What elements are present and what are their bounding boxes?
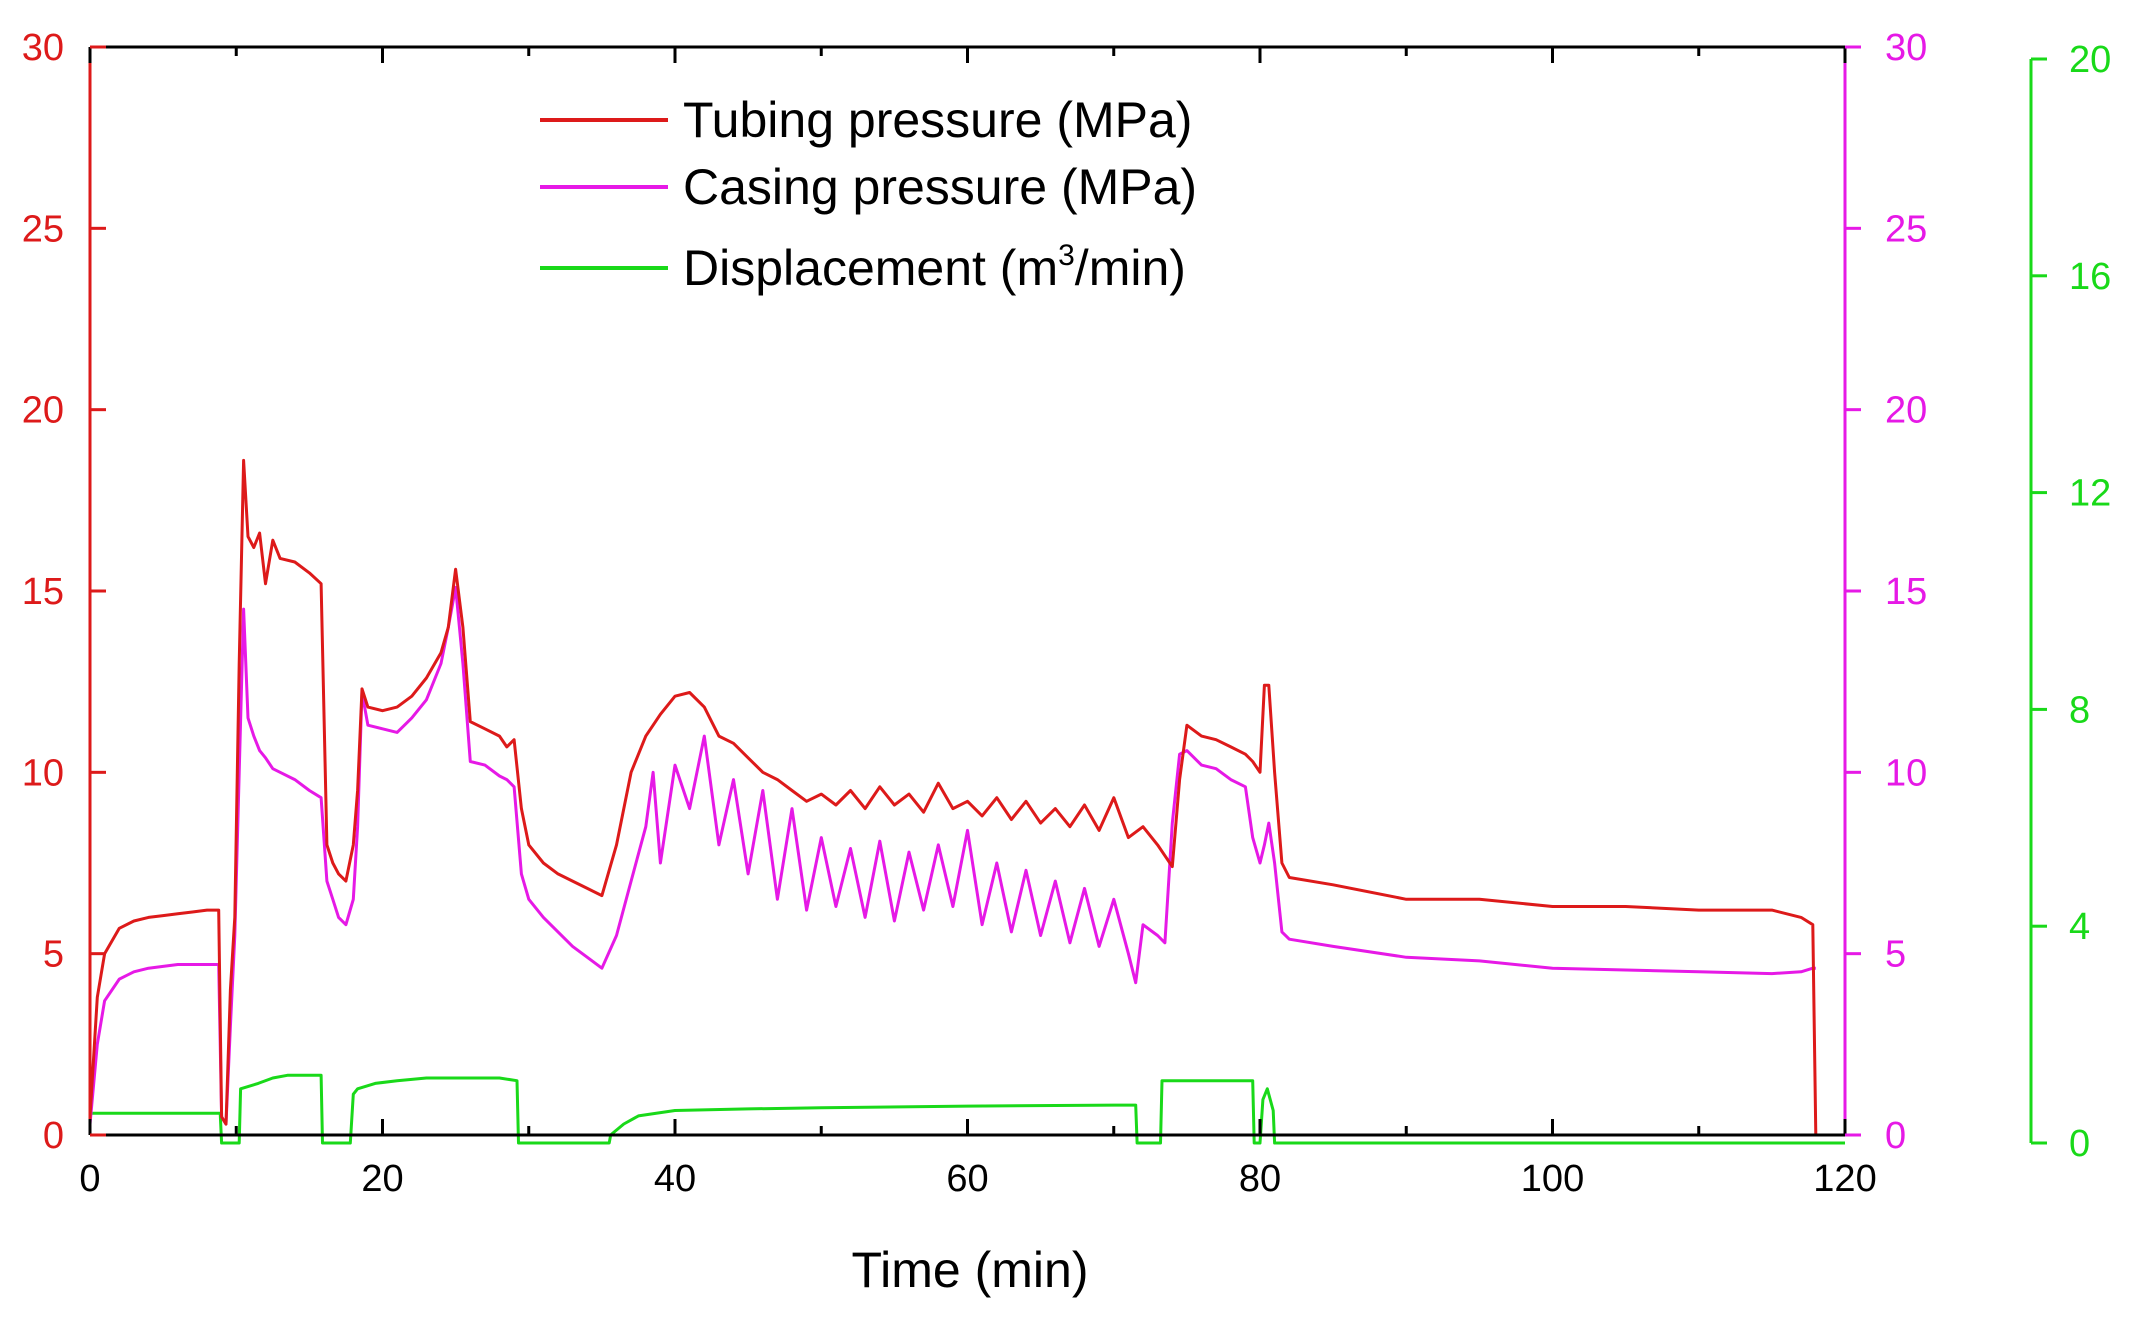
y-left-tick-label: 10: [22, 752, 64, 794]
y-far-tick-label: 0: [2069, 1123, 2090, 1165]
y-left-tick-label: 0: [43, 1115, 64, 1157]
y-axis-left: 0 5 10 15 20 25 30: [22, 27, 106, 1157]
legend-label-displacement-end: /min): [1075, 240, 1186, 296]
x-tick-label: 20: [361, 1158, 403, 1200]
legend: Tubing pressure (MPa) Casing pressure (M…: [540, 92, 1197, 296]
y-right-tick-label: 20: [1885, 390, 1927, 432]
y-left-tick-label: 5: [43, 934, 64, 976]
y-left-tick-label: 25: [22, 208, 64, 250]
x-tick-label: 80: [1239, 1158, 1281, 1200]
y-axis-far-right: 0 4 8 12 16 20: [2029, 39, 2111, 1165]
y-far-tick-label: 4: [2069, 906, 2090, 948]
y-right-tick-label: 15: [1885, 571, 1927, 613]
series-line-displacement: [90, 1073, 1845, 1145]
series-line-tubing: [88, 458, 1818, 1136]
y-right-tick-label: 0: [1885, 1115, 1906, 1157]
y-right-tick-label: 30: [1885, 27, 1927, 69]
x-axis: 0 20 40 60 80 100 120: [79, 47, 1877, 1200]
y-far-tick-label: 20: [2069, 39, 2111, 81]
y-right-tick-label: 25: [1885, 208, 1927, 250]
y-far-tick-label: 8: [2069, 689, 2090, 731]
y-right-tick-label: 10: [1885, 752, 1927, 794]
legend-label-displacement-superscript: 3: [1058, 239, 1075, 272]
y-left-tick-label: 15: [22, 571, 64, 613]
y-axis-right: 0 5 10 15 20 25 30: [1845, 27, 1927, 1157]
x-tick-label: 100: [1521, 1158, 1584, 1200]
x-tick-label: 60: [946, 1158, 988, 1200]
y-far-tick-label: 16: [2069, 256, 2111, 298]
x-axis-title: Time (min): [851, 1242, 1088, 1298]
y-left-tick-label: 20: [22, 390, 64, 432]
legend-label-displacement: Displacement (m3/min): [683, 239, 1186, 296]
y-far-tick-label: 12: [2069, 473, 2111, 515]
series-layer: [88, 458, 1845, 1145]
legend-label-tubing: Tubing pressure (MPa): [683, 92, 1192, 148]
series-line-casing: [88, 585, 1816, 1126]
legend-label-displacement-main: Displacement (m: [683, 240, 1058, 296]
y-left-tick-label: 30: [22, 27, 64, 69]
x-tick-label: 0: [79, 1158, 100, 1200]
y-right-tick-label: 5: [1885, 934, 1906, 976]
legend-label-casing: Casing pressure (MPa): [683, 159, 1197, 215]
x-tick-label: 40: [654, 1158, 696, 1200]
x-tick-label: 120: [1813, 1158, 1876, 1200]
